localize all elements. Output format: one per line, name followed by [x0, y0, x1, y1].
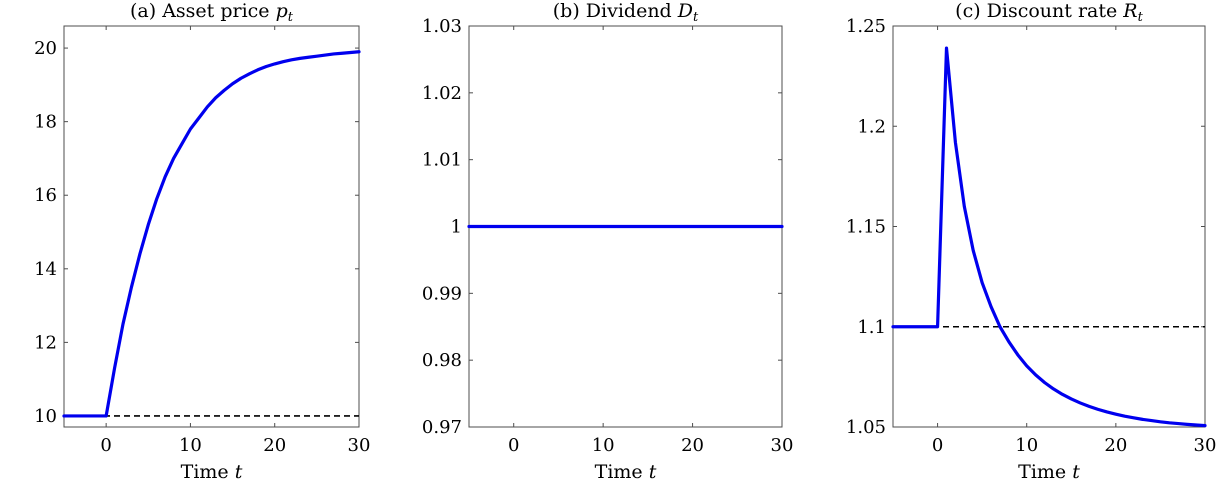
- panel-dividend: 0 10 20 30 0.97 0.98 0.99 1 1.01 1.02 1.03 (b) Divi…: [422, 0, 794, 483]
- discount-rate-x-tick-label: 0: [932, 435, 943, 456]
- discount-rate-y-tick-label: 1.15: [846, 217, 886, 238]
- dividend-x-tick-label: 30: [771, 435, 794, 456]
- asset-price-series-line: [62, 50, 361, 418]
- asset-price-x-tick-label: 10: [179, 435, 202, 456]
- asset-price-axes-frame: [63, 25, 360, 428]
- dividend-x-tick-label: 10: [592, 435, 615, 456]
- discount-rate-x-axis-label-symbol: t: [1072, 461, 1080, 483]
- asset-price-x-tick-label: 30: [348, 435, 371, 456]
- asset-price-y-tick-label: 18: [34, 112, 57, 133]
- dividend-y-tick-label: 0.98: [422, 350, 462, 371]
- discount-rate-title-text: (c) Discount rate: [955, 0, 1123, 22]
- asset-price-x-axis-label-symbol: t: [235, 461, 243, 483]
- dividend-y-tick-label: 1.03: [422, 16, 462, 37]
- asset-price-title-symbol: p: [276, 0, 288, 22]
- dividend-title-text: (b) Dividend: [553, 0, 678, 22]
- asset-price-title: (a) Asset price pt: [130, 0, 294, 25]
- discount-rate-x-axis-label: Time t: [1018, 461, 1080, 483]
- asset-price-title-subscript: t: [288, 10, 294, 25]
- discount-rate-y-tick-label: 1.25: [846, 16, 886, 37]
- dividend-x-tick-label: 20: [681, 435, 704, 456]
- dividend-x-axis-label-text: Time: [595, 461, 649, 483]
- asset-price-x-axis-label: Time t: [181, 461, 243, 483]
- discount-rate-y-tick-label: 1.1: [857, 317, 886, 338]
- dividend-y-tick-label: 0.97: [422, 417, 462, 438]
- asset-price-y-tick-label: 20: [34, 38, 57, 59]
- asset-price-x-tick-label: 20: [263, 435, 286, 456]
- dividend-y-tick-label: 1.02: [422, 83, 462, 104]
- asset-price-y-tick-label: 12: [34, 332, 57, 353]
- discount-rate-x-tick-label: 30: [1194, 435, 1217, 456]
- panel-discount-rate: 0 10 20 30 1.05 1.1 1.15 1.2 1.25 (c) Discount ra…: [846, 0, 1217, 483]
- discount-rate-x-tick-label: 10: [1015, 435, 1038, 456]
- dividend-title-subscript: t: [693, 10, 699, 25]
- dividend-x-tick-label: 0: [508, 435, 519, 456]
- dividend-title: (b) Dividend Dt: [553, 0, 699, 25]
- asset-price-title-text: (a) Asset price: [130, 0, 276, 22]
- discount-rate-title-subscript: t: [1138, 10, 1144, 25]
- asset-price-y-tick-label: 10: [34, 406, 57, 427]
- dividend-x-axis-label-symbol: t: [649, 461, 657, 483]
- dividend-y-tick-label: 1: [451, 217, 462, 238]
- dividend-title-symbol: D: [677, 0, 693, 22]
- discount-rate-x-axis-label-text: Time: [1018, 461, 1072, 483]
- discount-rate-title: (c) Discount rate Rt: [955, 0, 1143, 25]
- discount-rate-y-tick-label: 1.2: [857, 116, 886, 137]
- asset-price-y-tick-label: 14: [34, 259, 57, 280]
- dividend-y-tick-label: 0.99: [422, 283, 462, 304]
- discount-rate-y-tick-label: 1.05: [846, 417, 886, 438]
- discount-rate-x-tick-label: 20: [1104, 435, 1127, 456]
- asset-price-y-tick-label: 16: [34, 185, 57, 206]
- dividend-y-tick-label: 1.01: [422, 150, 462, 171]
- discount-rate-title-symbol: R: [1122, 0, 1137, 22]
- discount-rate-series-line: [891, 46, 1207, 428]
- asset-price-x-axis-label-text: Time: [181, 461, 235, 483]
- dividend-x-axis-label: Time t: [595, 461, 657, 483]
- asset-price-x-tick-label: 0: [100, 435, 111, 456]
